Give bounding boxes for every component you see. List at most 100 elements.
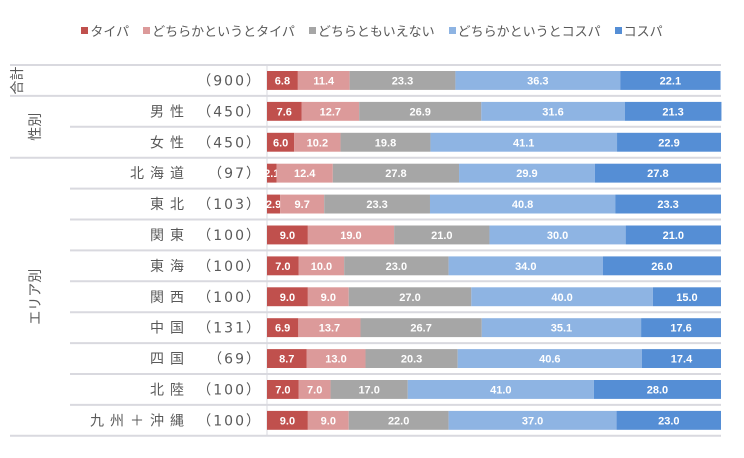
bar-segment xyxy=(594,163,721,183)
category-label: 東北 xyxy=(150,197,190,213)
data-label: 2.9 xyxy=(266,199,281,211)
bar-segment xyxy=(298,380,331,399)
category-label: 女性 xyxy=(150,134,190,151)
data-label: 23.3 xyxy=(392,75,413,87)
legend-swatch xyxy=(308,27,316,34)
sample-size-label: （100） xyxy=(197,413,262,429)
bar-segment xyxy=(307,410,349,430)
data-label: 41.0 xyxy=(490,384,511,396)
data-label: 40.8 xyxy=(512,199,533,211)
data-label: 6.0 xyxy=(273,137,288,149)
bar-segment xyxy=(616,410,721,430)
legend-swatch xyxy=(614,27,622,34)
data-label: 29.9 xyxy=(516,168,537,180)
data-label: 12.4 xyxy=(294,168,316,180)
bar-segment xyxy=(489,225,626,245)
category-label: 北陸 xyxy=(150,382,190,398)
legend-item: どちらかというとタイパ xyxy=(143,21,295,40)
data-label: 13.0 xyxy=(325,354,346,366)
bar-segment xyxy=(298,256,345,276)
bar-segment xyxy=(652,287,721,307)
sample-size-label: （900） xyxy=(197,73,262,89)
data-label: 36.3 xyxy=(527,75,548,87)
sample-size-label: （103） xyxy=(197,197,262,213)
data-label: 23.3 xyxy=(657,199,678,211)
bar-segment xyxy=(642,349,721,368)
bar-segment xyxy=(267,101,302,121)
data-label: 13.7 xyxy=(319,323,340,335)
category-label: 関東 xyxy=(150,228,190,244)
legend: タイパ どちらかというとタイパ どちらともいえない どちらかというとコスパ コスパ xyxy=(0,21,744,40)
sample-size-label: （69） xyxy=(208,352,262,368)
bar-segment xyxy=(267,256,299,276)
bar-segment xyxy=(615,194,721,214)
category-label: 北海道 xyxy=(130,166,190,182)
bar-segment xyxy=(267,410,308,430)
data-label: 7.6 xyxy=(277,106,292,118)
bar-segment xyxy=(407,380,594,399)
data-label: 20.3 xyxy=(401,354,422,366)
category-label: 男性 xyxy=(150,104,190,120)
data-label: 40.6 xyxy=(539,354,560,366)
data-label: 9.0 xyxy=(280,292,295,304)
data-label: 26.9 xyxy=(410,106,431,118)
data-label: 17.6 xyxy=(670,323,691,335)
bar-segment xyxy=(457,349,643,368)
bar-segment xyxy=(641,318,721,338)
data-label: 22.9 xyxy=(658,137,679,149)
data-label: 26.0 xyxy=(651,261,672,273)
data-label: 30.0 xyxy=(547,230,568,242)
legend-item: どちらかというとコスパ xyxy=(448,21,601,40)
bar-segment xyxy=(267,71,298,90)
bar-segment xyxy=(455,71,621,90)
bar-segment xyxy=(429,194,616,214)
data-label: 22.0 xyxy=(388,415,409,427)
bar-segment xyxy=(348,410,449,430)
data-label: 10.0 xyxy=(311,261,332,273)
sample-size-label: （97） xyxy=(208,166,262,182)
data-label: 34.0 xyxy=(515,261,536,273)
data-label: 10.2 xyxy=(307,137,328,149)
data-label: 21.0 xyxy=(431,230,452,242)
legend-item: タイパ xyxy=(81,21,129,40)
sample-size-label: （450） xyxy=(197,104,262,120)
bar-segment xyxy=(624,101,722,121)
bar-segment xyxy=(602,256,721,276)
data-label: 7.0 xyxy=(275,384,290,396)
bar-segment xyxy=(267,318,299,338)
bar-segment xyxy=(394,225,490,245)
data-label: 19.8 xyxy=(375,137,396,149)
bar-segment xyxy=(620,71,721,90)
legend-label: どちらかというとタイパ xyxy=(152,25,295,40)
category-label: 関西 xyxy=(150,290,190,306)
data-label: 27.8 xyxy=(385,168,406,180)
data-label: 35.1 xyxy=(551,323,572,335)
bar-segment xyxy=(593,380,721,399)
data-label: 41.1 xyxy=(513,137,534,149)
data-label: 27.0 xyxy=(399,292,420,304)
legend-swatch xyxy=(448,27,456,34)
sample-size-label: （100） xyxy=(197,259,262,275)
data-label: 23.3 xyxy=(366,199,387,211)
bar-segment xyxy=(306,349,366,368)
data-label: 17.0 xyxy=(358,384,379,396)
bar-segment xyxy=(481,101,625,121)
bar-segment xyxy=(625,225,721,245)
sample-size-label: （131） xyxy=(197,321,262,337)
bar-segment xyxy=(430,132,618,152)
legend-label: どちらかというとコスパ xyxy=(457,25,601,40)
bar-segment xyxy=(298,318,361,338)
bar-segment xyxy=(448,256,603,276)
data-label: 21.0 xyxy=(663,230,684,242)
data-label: 2.1 xyxy=(264,168,279,180)
legend-item: コスパ xyxy=(614,21,663,40)
bar-segment xyxy=(297,71,350,90)
data-label: 19.0 xyxy=(340,230,361,242)
bar-segment xyxy=(359,101,482,121)
data-label: 6.8 xyxy=(275,75,290,87)
data-label: 9.0 xyxy=(321,292,336,304)
bar-segment xyxy=(617,132,721,152)
group-label: 合計 xyxy=(10,66,26,94)
bar-segment xyxy=(307,287,349,307)
